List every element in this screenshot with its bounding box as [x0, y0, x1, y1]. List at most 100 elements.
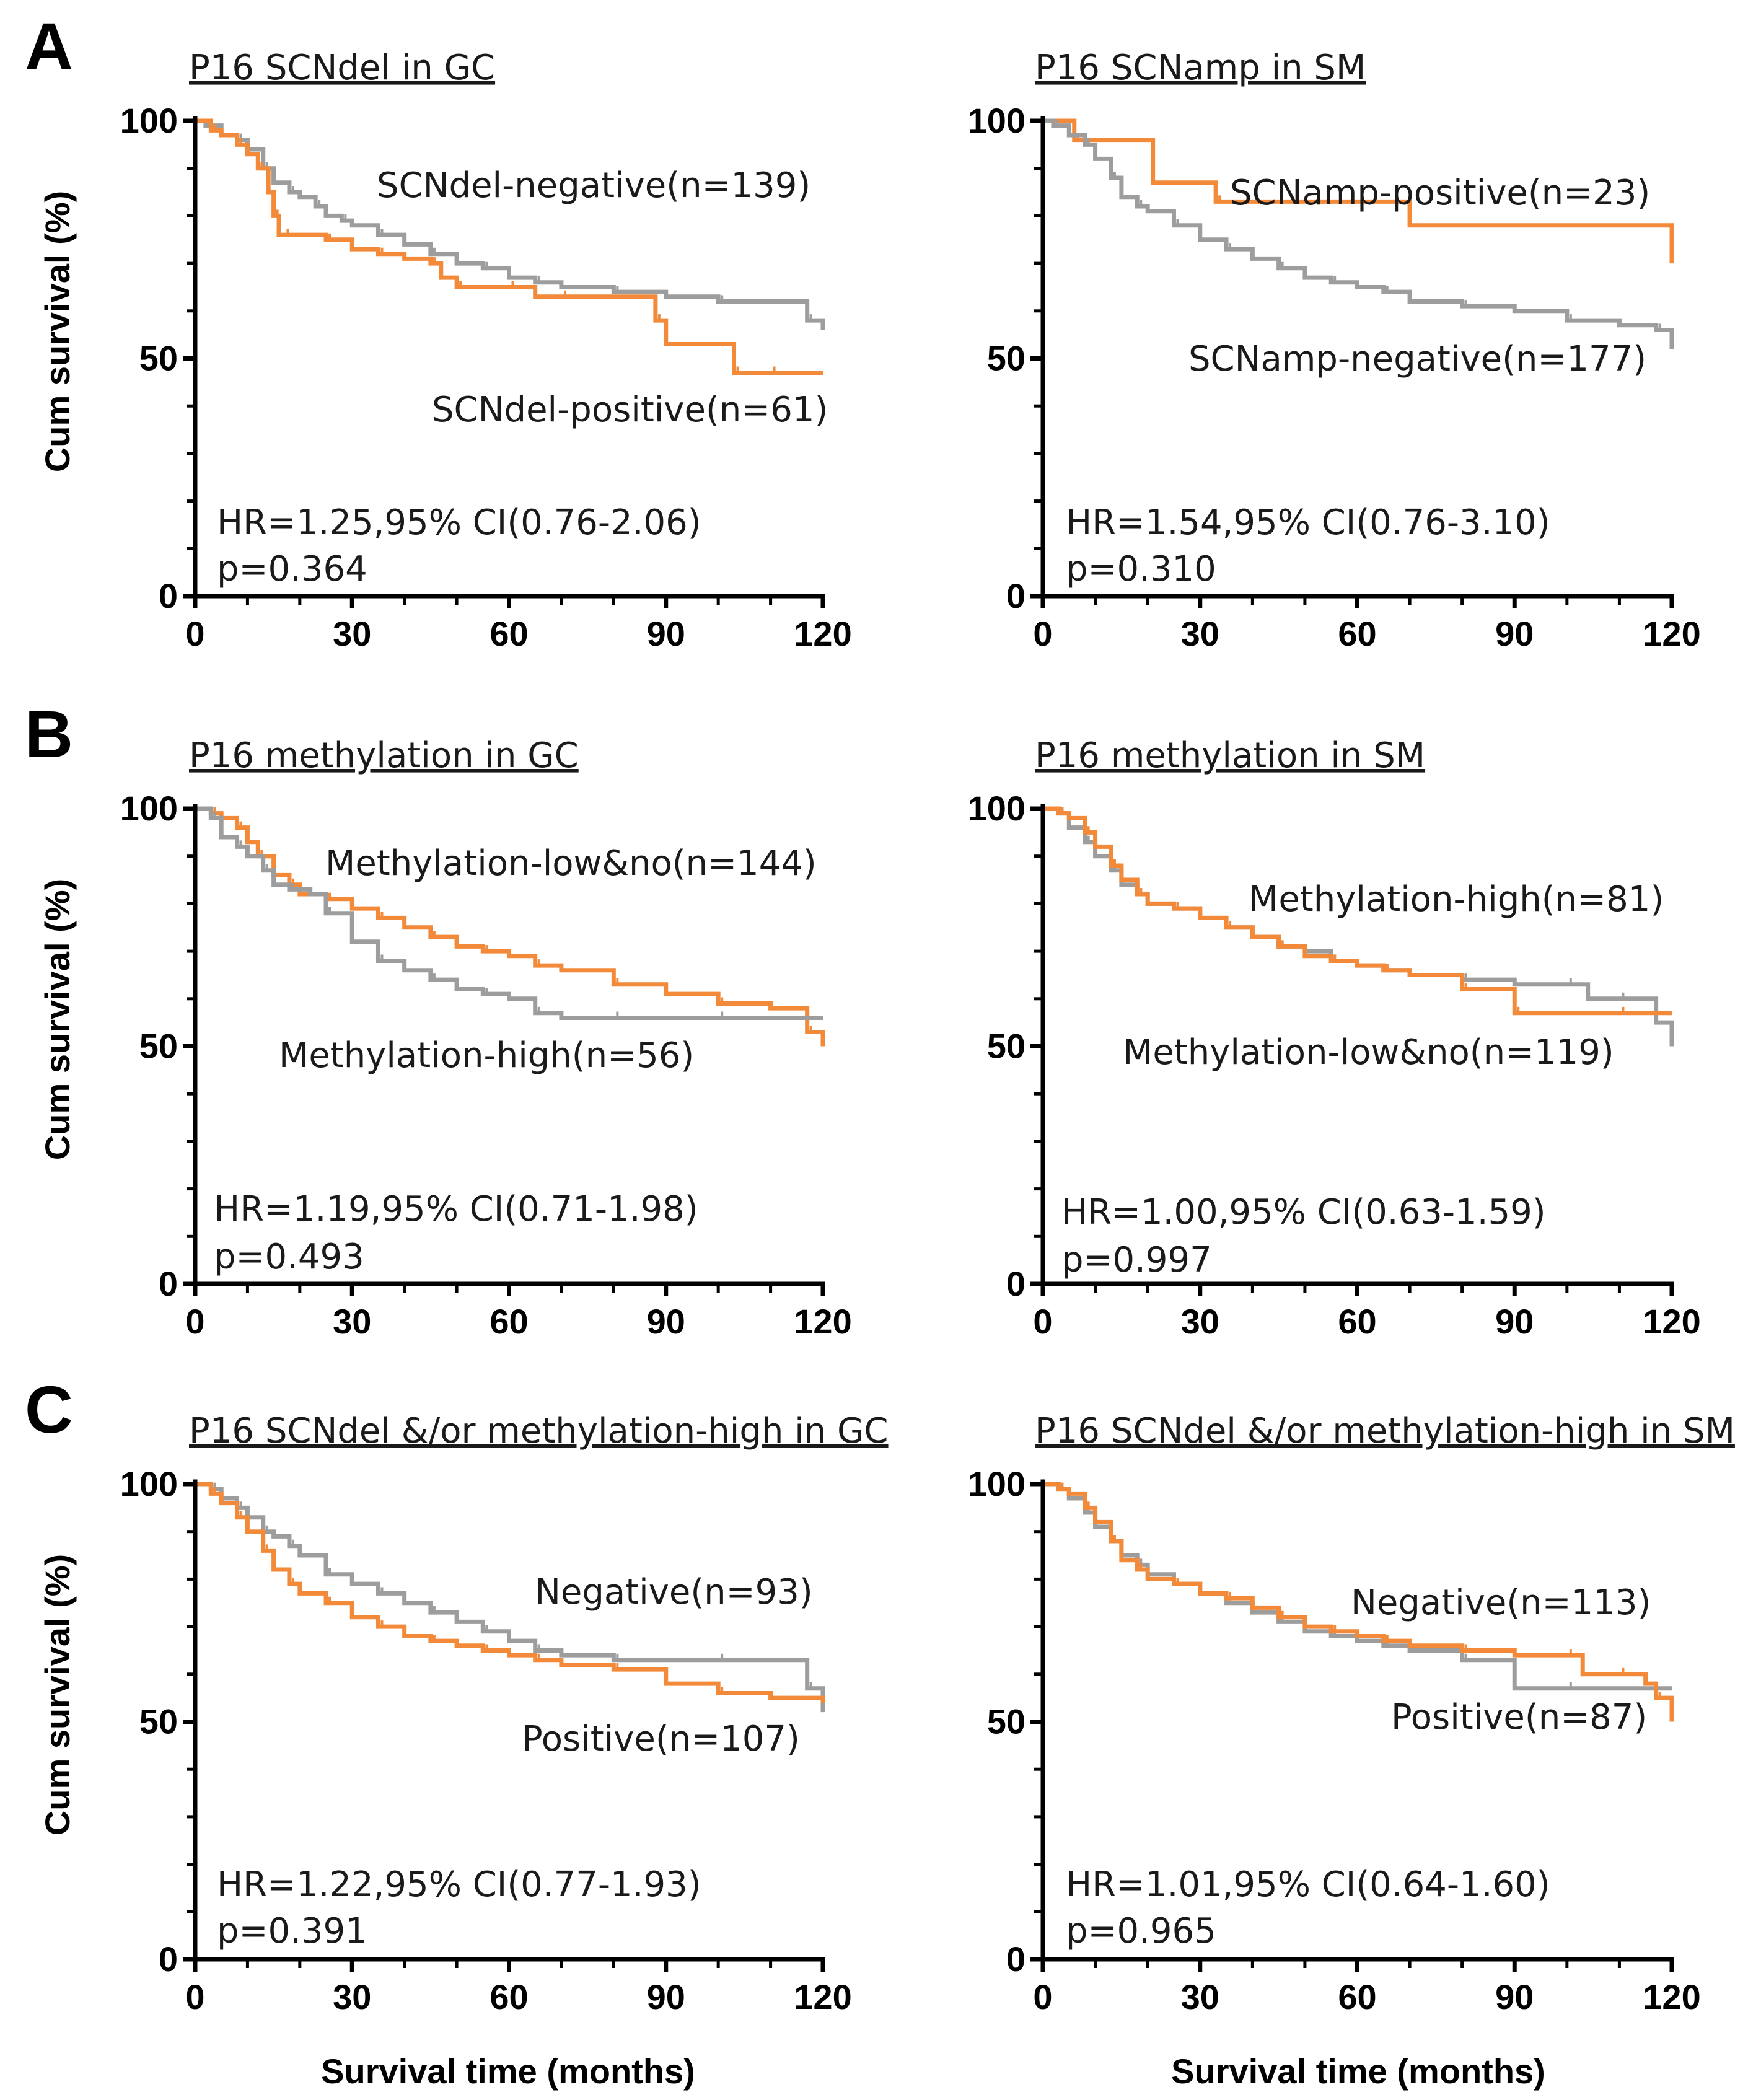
- y-tick-label: 100: [968, 1464, 1025, 1503]
- y-tick-label: 100: [120, 789, 178, 828]
- p-value-text: p=0.965: [1066, 1911, 1216, 1951]
- series-label-orange: SCNdel-positive(n=61): [432, 390, 828, 430]
- x-tick-label: 120: [1643, 1302, 1700, 1341]
- y-tick-label: 100: [968, 101, 1025, 140]
- series-line-orange: [1043, 806, 1672, 1016]
- y-tick-label: 0: [1006, 576, 1025, 615]
- x-tick-label: 60: [490, 614, 528, 653]
- series-label-gray: Negative(n=113): [1351, 1583, 1651, 1623]
- x-tick-label: 0: [1033, 1302, 1052, 1341]
- y-tick-label: 0: [1006, 1264, 1025, 1303]
- y-tick-label: 50: [987, 1702, 1025, 1741]
- hr-text: HR=1.00,95% CI(0.63-1.59): [1061, 1192, 1546, 1232]
- x-tick-label: 90: [647, 614, 685, 653]
- series-label-orange: Methylation-low&no(n=144): [325, 843, 817, 884]
- x-tick-label: 90: [1495, 614, 1534, 653]
- x-tick-label: 30: [1181, 1977, 1219, 2016]
- x-tick-label: 0: [1033, 1977, 1052, 2016]
- p-value-text: p=0.493: [214, 1237, 364, 1277]
- series-label-orange: SCNamp-positive(n=23): [1230, 173, 1650, 213]
- panel-c-right: P16 SCNdel &/or methylation-high in SM 0…: [968, 1411, 1735, 2016]
- x-tick-label: 0: [185, 614, 204, 653]
- p-value-text: p=0.997: [1061, 1240, 1212, 1280]
- series-label-gray: Methylation-high(n=56): [279, 1035, 694, 1076]
- series-line-orange: [1043, 1482, 1674, 1722]
- x-tick-label: 120: [1643, 614, 1700, 653]
- hr-text: HR=1.25,95% CI(0.76-2.06): [217, 503, 701, 543]
- series-line-gray: [195, 806, 823, 1020]
- panel-title: P16 SCNdel in GC: [189, 48, 495, 88]
- x-tick-label: 120: [794, 614, 851, 653]
- x-tick-label: 30: [333, 1977, 371, 2016]
- x-tick-label: 120: [1643, 1977, 1700, 2016]
- series-line-orange: [195, 118, 823, 376]
- x-tick-label: 90: [647, 1302, 685, 1341]
- p-value-text: p=0.391: [217, 1911, 367, 1951]
- x-tick-label: 90: [647, 1977, 685, 2016]
- hr-text: HR=1.01,95% CI(0.64-1.60): [1066, 1865, 1550, 1905]
- series-line-orange: [195, 1482, 825, 1703]
- panel-a-right: P16 SCNamp in SM 0 50 100 0 30 60 90 120 HR=1.5…: [968, 48, 1701, 653]
- y-tick-label: 0: [1006, 1940, 1025, 1979]
- x-tick-label: 0: [185, 1302, 204, 1341]
- ylabel-row-b: Cum survival (%): [38, 879, 77, 1160]
- panel-c-left: P16 SCNdel &/or methylation-high in GC 0…: [120, 1411, 889, 2016]
- series-line-gray: [1043, 806, 1674, 1047]
- y-tick-label: 50: [139, 1027, 178, 1066]
- panel-title: P16 SCNdel &/or methylation-high in GC: [189, 1411, 889, 1451]
- x-tick-label: 0: [1033, 614, 1052, 653]
- panel-a-left: P16 SCNdel in GC 0 50 100 0 30 60 90 120 HR=1.2…: [120, 48, 852, 653]
- series-line-gray: [195, 118, 825, 330]
- x-tick-label: 0: [185, 1977, 204, 2016]
- xlabel-left: Survival time (months): [321, 2052, 695, 2091]
- y-tick-label: 50: [139, 1702, 178, 1741]
- series-label-orange: Positive(n=107): [522, 1719, 800, 1759]
- panel-b-right: P16 methylation in SM 0 50 100 0 30 60 90 120 H…: [968, 736, 1701, 1341]
- x-tick-label: 60: [1338, 1302, 1376, 1341]
- hr-text: HR=1.22,95% CI(0.77-1.93): [217, 1865, 701, 1905]
- x-tick-label: 120: [794, 1302, 851, 1341]
- series-line-gray: [1043, 118, 1674, 349]
- x-tick-label: 60: [490, 1977, 528, 2016]
- y-tick-label: 100: [120, 101, 178, 140]
- row-letter-c: C: [25, 1372, 73, 1447]
- y-tick-label: 0: [159, 576, 178, 615]
- panel-title: P16 methylation in GC: [189, 736, 579, 776]
- series-label-orange: Methylation-low&no(n=119): [1123, 1032, 1614, 1073]
- y-tick-label: 50: [987, 339, 1025, 378]
- x-tick-label: 30: [333, 614, 371, 653]
- x-tick-label: 60: [1338, 1977, 1376, 2016]
- series-label-gray: SCNdel-negative(n=139): [377, 165, 810, 206]
- series-label-gray: Methylation-high(n=81): [1249, 879, 1664, 920]
- panel-b-left: P16 methylation in GC 0 50 100 0 30 60 90 120 H…: [120, 736, 852, 1341]
- x-tick-label: 60: [1338, 614, 1376, 653]
- series-line-orange: [195, 806, 825, 1047]
- series-label-gray: SCNamp-negative(n=177): [1188, 339, 1646, 379]
- x-tick-label: 60: [490, 1302, 528, 1341]
- y-tick-label: 50: [139, 339, 178, 378]
- x-tick-label: 30: [1181, 1302, 1219, 1341]
- row-letter-a: A: [25, 9, 73, 84]
- xlabel-right: Survival time (months): [1171, 2052, 1545, 2091]
- panel-title: P16 SCNdel &/or methylation-high in SM: [1035, 1411, 1735, 1451]
- p-value-text: p=0.310: [1066, 549, 1216, 589]
- x-tick-label: 30: [1181, 614, 1219, 653]
- y-tick-label: 0: [159, 1940, 178, 1979]
- hr-text: HR=1.54,95% CI(0.76-3.10): [1066, 503, 1550, 543]
- panel-title: P16 SCNamp in SM: [1035, 48, 1366, 88]
- y-tick-label: 50: [987, 1027, 1025, 1066]
- p-value-text: p=0.364: [217, 549, 367, 589]
- x-tick-label: 90: [1495, 1302, 1534, 1341]
- y-tick-label: 100: [968, 789, 1025, 828]
- x-tick-label: 120: [794, 1977, 851, 2016]
- hr-text: HR=1.19,95% CI(0.71-1.98): [214, 1189, 698, 1229]
- y-tick-label: 100: [120, 1464, 178, 1503]
- series-label-orange: Positive(n=87): [1391, 1697, 1647, 1738]
- ylabel-row-c: Cum survival (%): [38, 1554, 77, 1835]
- y-tick-label: 0: [159, 1264, 178, 1303]
- row-letter-b: B: [25, 696, 73, 771]
- x-tick-label: 90: [1495, 1977, 1534, 2016]
- ylabel-row-a: Cum survival (%): [38, 191, 77, 472]
- series-label-gray: Negative(n=93): [535, 1572, 813, 1612]
